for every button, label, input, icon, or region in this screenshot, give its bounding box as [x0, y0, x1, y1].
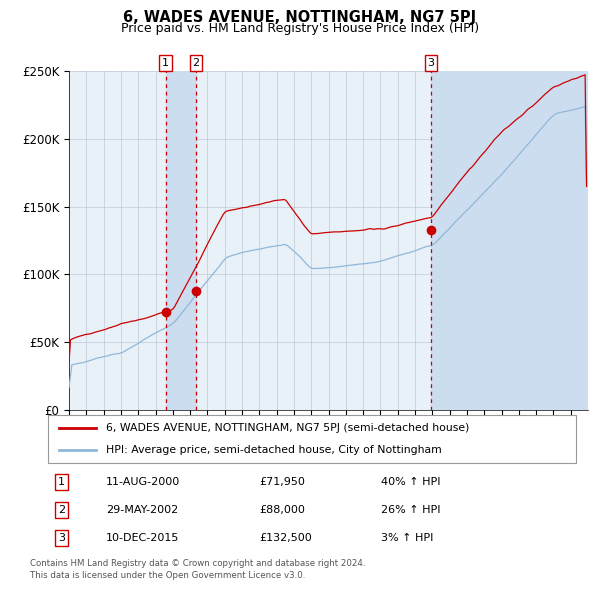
Text: 10-DEC-2015: 10-DEC-2015	[106, 533, 179, 543]
Text: £132,500: £132,500	[259, 533, 312, 543]
Text: Price paid vs. HM Land Registry's House Price Index (HPI): Price paid vs. HM Land Registry's House …	[121, 22, 479, 35]
Text: 1: 1	[162, 58, 169, 68]
Text: £88,000: £88,000	[259, 505, 305, 514]
Text: 3: 3	[58, 533, 65, 543]
Text: 1: 1	[58, 477, 65, 487]
Text: £71,950: £71,950	[259, 477, 305, 487]
Text: This data is licensed under the Open Government Licence v3.0.: This data is licensed under the Open Gov…	[30, 571, 305, 579]
Text: 26% ↑ HPI: 26% ↑ HPI	[380, 505, 440, 514]
Text: 3: 3	[427, 58, 434, 68]
Text: 2: 2	[193, 58, 199, 68]
Bar	[166, 71, 196, 410]
Text: Contains HM Land Registry data © Crown copyright and database right 2024.: Contains HM Land Registry data © Crown c…	[30, 559, 365, 568]
Text: 3% ↑ HPI: 3% ↑ HPI	[380, 533, 433, 543]
Text: 6, WADES AVENUE, NOTTINGHAM, NG7 5PJ: 6, WADES AVENUE, NOTTINGHAM, NG7 5PJ	[124, 10, 476, 25]
Text: 29-MAY-2002: 29-MAY-2002	[106, 505, 178, 514]
Text: HPI: Average price, semi-detached house, City of Nottingham: HPI: Average price, semi-detached house,…	[106, 445, 442, 455]
Text: 11-AUG-2000: 11-AUG-2000	[106, 477, 181, 487]
Text: 2: 2	[58, 505, 65, 514]
Bar	[431, 71, 588, 410]
Text: 6, WADES AVENUE, NOTTINGHAM, NG7 5PJ (semi-detached house): 6, WADES AVENUE, NOTTINGHAM, NG7 5PJ (se…	[106, 423, 469, 433]
Text: 40% ↑ HPI: 40% ↑ HPI	[380, 477, 440, 487]
